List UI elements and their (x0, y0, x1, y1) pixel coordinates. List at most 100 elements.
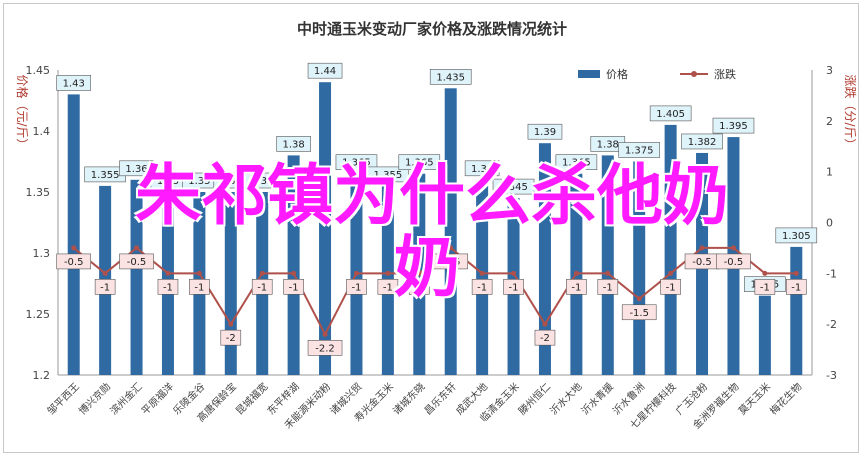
price-bar (444, 88, 457, 376)
change-label-box (94, 279, 116, 295)
change-point (353, 270, 359, 276)
change-point (165, 270, 171, 276)
change-label-box (251, 279, 273, 295)
x-tick-label: 昆城福宽 (233, 380, 270, 417)
price-bar (601, 155, 614, 375)
change-label-box (503, 279, 524, 295)
price-bar (758, 295, 771, 375)
price-label-box (775, 227, 818, 244)
price-label-box (244, 172, 280, 189)
price-data-label: 1.355 (91, 170, 120, 181)
price-bar (287, 155, 300, 375)
price-label-box (398, 154, 441, 170)
price-bar (319, 82, 332, 375)
change-label-box (660, 279, 681, 295)
change-point (605, 270, 611, 276)
price-data-label: 1.435 (436, 72, 465, 83)
change-label-box (377, 279, 399, 295)
x-tick-label: 滨州金汇 (107, 380, 144, 417)
price-label-box (527, 123, 563, 140)
price-label-box (307, 62, 343, 79)
change-data-label: -2 (540, 333, 550, 344)
left-tick-label: 1.2 (33, 369, 51, 382)
price-data-label: 1.36 (471, 164, 493, 175)
change-point (259, 270, 265, 276)
x-tick-label: 昌乐东轩 (421, 380, 458, 417)
right-tick-label: -3 (826, 369, 837, 382)
right-tick-label: 1 (826, 166, 833, 179)
price-label-box (367, 166, 409, 183)
change-label-box (433, 253, 469, 270)
change-data-label: -1 (194, 282, 204, 293)
price-data-label: 1.38 (282, 139, 304, 150)
price-data-label: 1.405 (656, 109, 685, 120)
change-data-label: -2.2 (315, 343, 335, 354)
legend-bar-label: 价格 (606, 67, 628, 81)
price-label-box (649, 105, 692, 122)
price-data-label: 1.44 (314, 66, 336, 77)
change-point (196, 270, 202, 276)
change-data-label: -1 (163, 282, 173, 293)
price-label-box (492, 178, 535, 195)
change-point (416, 270, 422, 276)
change-data-label: -1 (257, 282, 267, 293)
change-point (699, 245, 705, 251)
change-point (448, 245, 454, 251)
price-bar (130, 179, 143, 375)
change-point (479, 270, 485, 276)
chart-title: 中时通玉米变动厂家价格及涨跌情况统计 (297, 20, 567, 38)
change-data-label: -0.5 (724, 257, 744, 268)
change-data-label: -0.5 (692, 257, 712, 268)
right-tick-label: -2 (826, 318, 837, 331)
right-axis-title: 涨跌（分/斤） (843, 74, 858, 150)
price-label-box (56, 75, 92, 91)
x-tick-label: 莫天玉米 (736, 380, 773, 417)
change-label-box (307, 340, 343, 356)
price-data-label: 1.365 (562, 158, 591, 169)
left-tick-label: 1.35 (26, 186, 51, 199)
right-tick-label: -1 (826, 267, 837, 280)
change-label-box (189, 279, 210, 295)
change-label-box (157, 279, 179, 295)
price-data-label: 1.35 (188, 176, 210, 187)
change-point (322, 331, 328, 337)
price-data-label: 1.395 (719, 121, 748, 132)
x-tick-label: 邹平西王 (44, 380, 81, 417)
change-data-label: -1 (414, 282, 424, 293)
price-label-box (429, 69, 472, 85)
change-point (385, 270, 391, 276)
price-data-label: 1.36 (125, 164, 147, 175)
price-label-box (618, 142, 661, 158)
change-data-label: -1.5 (629, 308, 649, 319)
change-label-box (408, 279, 430, 295)
price-label-box (464, 160, 500, 177)
change-point (291, 270, 297, 276)
change-point (71, 245, 77, 251)
change-point (573, 270, 579, 276)
left-tick-label: 1.4 (33, 125, 51, 138)
change-data-label: -0.5 (441, 257, 461, 268)
price-label-box (335, 154, 378, 170)
change-point (762, 270, 768, 276)
change-label-box (754, 279, 776, 295)
change-label-box (785, 279, 807, 295)
price-data-label: 1.305 (782, 231, 811, 242)
right-tick-label: 3 (826, 64, 833, 77)
price-bar (790, 246, 803, 375)
change-label-box (471, 279, 493, 295)
change-data-label: -1 (571, 282, 581, 293)
right-tick-label: 2 (826, 115, 833, 128)
legend-line-marker (691, 71, 697, 77)
change-data-label: -1 (791, 282, 801, 293)
change-point (730, 245, 736, 251)
change-data-label: -1 (603, 282, 613, 293)
change-label-box (534, 329, 556, 346)
change-label-box (119, 253, 154, 270)
price-bar (633, 161, 646, 375)
price-label-box (119, 160, 154, 177)
price-data-label: 1.365 (342, 158, 371, 169)
price-label-box (555, 154, 598, 170)
change-data-label: -0.5 (64, 257, 84, 268)
change-data-label: -1 (289, 282, 299, 293)
